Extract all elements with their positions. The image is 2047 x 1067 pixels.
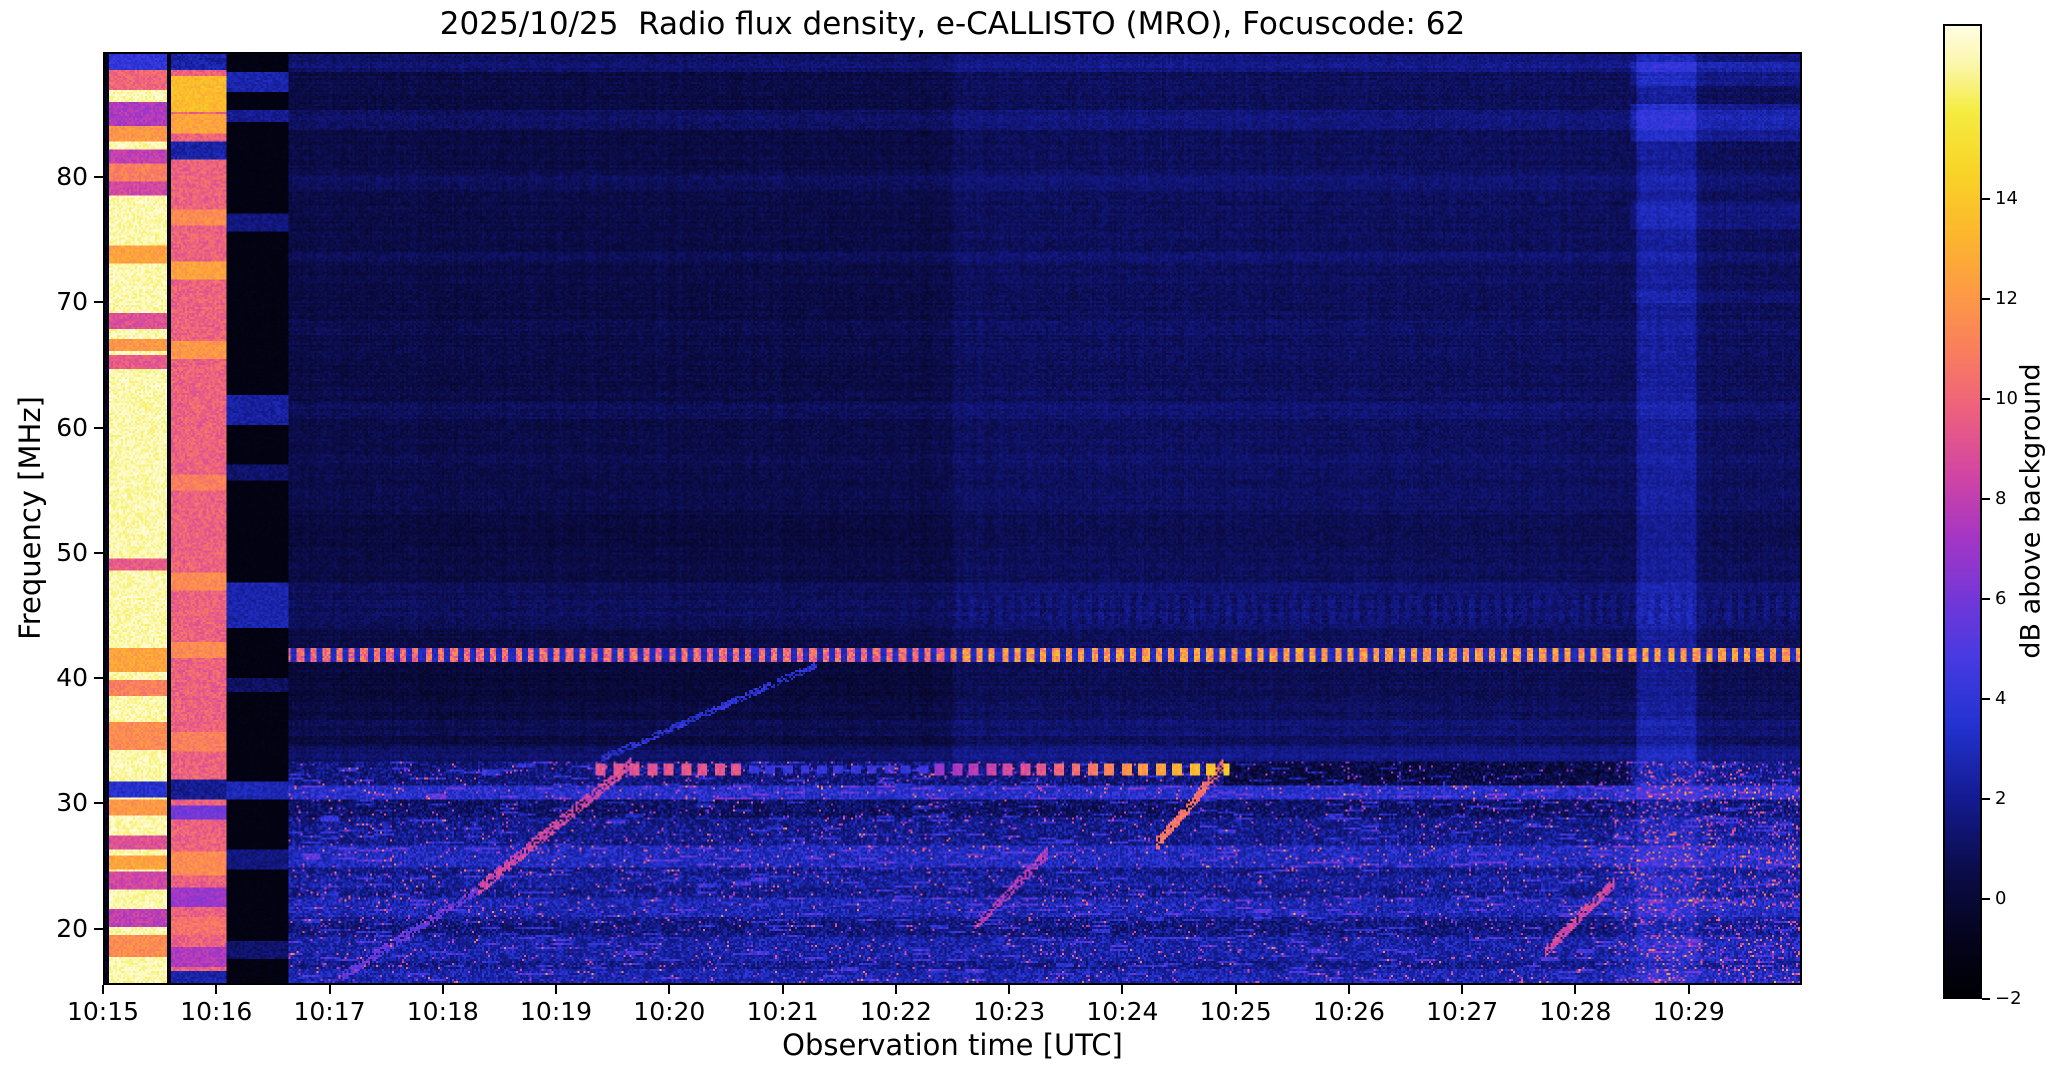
chart-title: 2025/10/25 Radio flux density, e-CALLIST… — [439, 6, 1466, 42]
x-tick-mark — [441, 985, 444, 994]
colorbar-tick-label: 2 — [1995, 788, 2007, 809]
x-tick-label: 10:20 — [633, 997, 706, 1026]
colorbar-tick-mark — [1982, 798, 1990, 800]
colorbar-tick-label: 0 — [1995, 888, 2007, 909]
y-tick-mark — [94, 301, 103, 304]
x-tick-mark — [102, 985, 104, 994]
colorbar-tick-label: 4 — [1995, 688, 2007, 709]
colorbar-tick-label: 6 — [1995, 588, 2007, 609]
x-tick-mark — [555, 985, 558, 994]
x-tick-label: 10:16 — [180, 997, 253, 1026]
x-tick-mark — [894, 985, 897, 994]
x-tick-label: 10:22 — [859, 997, 932, 1026]
spectrogram-heatmap — [105, 54, 1800, 983]
colorbar-tick-mark — [1982, 598, 1990, 600]
colorbar-tick-label: 12 — [1995, 288, 2018, 309]
y-tick-label: 80 — [56, 162, 88, 192]
x-tick-label: 10:29 — [1652, 997, 1725, 1026]
y-tick-label: 60 — [56, 412, 88, 442]
x-tick-label: 10:25 — [1199, 997, 1272, 1026]
x-tick-mark — [328, 985, 331, 994]
y-tick-mark — [94, 176, 103, 179]
x-tick-label: 10:27 — [1426, 997, 1499, 1026]
y-tick-label: 50 — [56, 537, 88, 567]
x-tick-label: 10:15 — [66, 997, 140, 1026]
colorbar — [1943, 24, 1982, 999]
x-tick-label: 10:26 — [1312, 997, 1385, 1026]
colorbar-tick-label: 8 — [1995, 488, 2007, 509]
colorbar-tick-mark — [1982, 498, 1990, 500]
x-tick-label: 10:17 — [293, 997, 366, 1026]
y-tick-label: 30 — [56, 788, 88, 818]
colorbar-tick-mark — [1982, 398, 1990, 400]
x-tick-mark — [1121, 985, 1124, 994]
x-tick-label: 10:24 — [1086, 997, 1159, 1026]
x-tick-mark — [1574, 985, 1577, 994]
x-tick-label: 10:18 — [406, 997, 479, 1026]
x-tick-mark — [1347, 985, 1350, 994]
colorbar-tick-label: 10 — [1995, 388, 2018, 409]
colorbar-tick-label: 14 — [1995, 188, 2018, 209]
colorbar-tick-mark — [1982, 198, 1990, 200]
x-tick-mark — [668, 985, 671, 994]
plot-area — [103, 52, 1802, 985]
x-tick-label: 10:19 — [520, 997, 593, 1026]
x-tick-mark — [215, 985, 218, 994]
x-tick-mark — [1461, 985, 1464, 994]
x-axis-label: Observation time [UTC] — [782, 1028, 1123, 1062]
colorbar-tick-label: −2 — [1995, 988, 2022, 1009]
colorbar-tick-mark — [1982, 298, 1990, 300]
y-tick-label: 20 — [56, 913, 88, 943]
x-tick-label: 10:23 — [973, 997, 1046, 1026]
x-tick-mark — [1687, 985, 1690, 994]
x-tick-label: 10:21 — [746, 997, 819, 1026]
x-tick-mark — [1008, 985, 1011, 994]
colorbar-tick-mark — [1982, 698, 1990, 700]
x-tick-mark — [781, 985, 784, 994]
y-tick-mark — [94, 677, 103, 680]
colorbar-gradient — [1945, 26, 1980, 997]
colorbar-tick-mark — [1982, 898, 1990, 900]
y-tick-mark — [94, 927, 103, 930]
x-tick-mark — [1234, 985, 1237, 994]
y-tick-mark — [94, 551, 103, 554]
y-tick-mark — [94, 802, 103, 805]
colorbar-tick-mark — [1982, 998, 1990, 1000]
colorbar-label: dB above background — [2015, 363, 2047, 659]
y-tick-mark — [94, 426, 103, 429]
y-tick-label: 70 — [56, 287, 88, 317]
y-tick-label: 40 — [56, 663, 88, 693]
x-tick-label: 10:28 — [1539, 997, 1612, 1026]
